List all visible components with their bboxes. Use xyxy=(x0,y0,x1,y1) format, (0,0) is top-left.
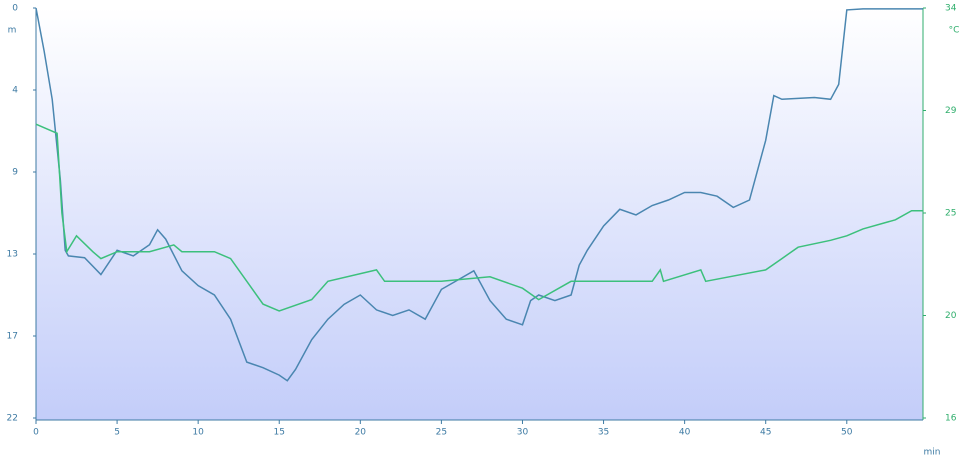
temperature-line xyxy=(35,123,923,312)
x-tick-label: 25 xyxy=(436,428,447,438)
y2-axis-unit: °C xyxy=(949,26,960,36)
depth-line xyxy=(35,7,923,382)
x-tick-label: 0 xyxy=(33,428,39,438)
y2-tick-label: 20 xyxy=(945,311,957,321)
y-tick-label: 22 xyxy=(7,414,18,424)
y2-tick-label: 34 xyxy=(945,4,957,14)
y2-tick-label: 25 xyxy=(945,209,956,219)
x-tick-label: 20 xyxy=(355,428,367,438)
x-tick-label: 45 xyxy=(760,428,771,438)
y-tick-label: 13 xyxy=(7,250,18,260)
x-tick-label: 30 xyxy=(517,428,529,438)
x-tick-label: 10 xyxy=(192,428,204,438)
y-tick-label: 17 xyxy=(7,332,18,342)
y2-tick-label: 16 xyxy=(945,414,957,424)
x-tick-label: 40 xyxy=(679,428,691,438)
x-tick-label: 50 xyxy=(841,428,853,438)
x-tick-label: 5 xyxy=(114,428,120,438)
y-axis-unit: m xyxy=(8,26,17,36)
x-tick-label: 15 xyxy=(274,428,285,438)
y2-tick-label: 29 xyxy=(945,106,957,116)
plot-area xyxy=(36,8,923,420)
x-tick-label: 35 xyxy=(598,428,609,438)
y-tick-label: 0 xyxy=(12,4,18,14)
y-tick-label: 4 xyxy=(12,86,18,96)
y-tick-label: 9 xyxy=(12,168,18,178)
x-axis-unit: min xyxy=(924,448,941,458)
